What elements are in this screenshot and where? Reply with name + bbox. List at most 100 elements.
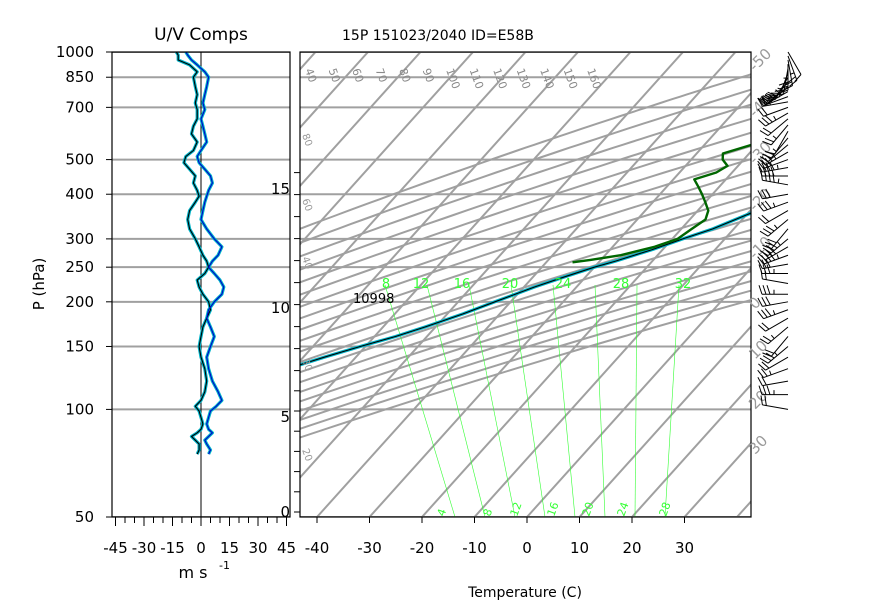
skewt-title: 15P 151023/2040 ID=E58B xyxy=(342,28,534,44)
theta-label: 150 xyxy=(561,67,580,91)
wind-barb-flag xyxy=(766,297,771,305)
mixing-ratio-label: 32 xyxy=(675,277,692,292)
mixing-ratio-label: 16 xyxy=(454,277,471,292)
skewt-mixing-ratio-line xyxy=(804,52,887,194)
height-tick-label: 0 xyxy=(280,503,290,521)
uv-x-tick-label: -30 xyxy=(132,539,157,557)
uv-x-tick-label: -15 xyxy=(160,539,185,557)
mixing-ratio-label: 8 xyxy=(382,277,390,292)
wind-barb-flag xyxy=(789,80,796,86)
pressure-tick-label: 1000 xyxy=(56,43,94,61)
mixing-ratio-label: 20 xyxy=(502,277,519,292)
wind-barb-half-flag xyxy=(773,310,775,314)
wind-barbs xyxy=(758,52,801,409)
theta-label: 110 xyxy=(467,67,486,91)
temperature-tick-label: -30 xyxy=(357,539,382,557)
height-annotation: 10998 xyxy=(353,292,394,307)
theta-label: 160 xyxy=(584,67,603,91)
temperature-tick-label: 20 xyxy=(622,539,641,557)
uv-plot-area xyxy=(112,52,290,517)
wind-barb-flag xyxy=(769,172,770,181)
wind-barb-half-flag xyxy=(777,254,779,258)
temperature-tick-label: -10 xyxy=(462,539,487,557)
wind-barb xyxy=(761,270,788,284)
theta-label: 70 xyxy=(373,67,390,85)
theta-label: 100 xyxy=(443,67,462,91)
theta-label: 140 xyxy=(537,67,556,91)
temperature-profile-line xyxy=(186,52,887,460)
wind-barb-flag xyxy=(758,311,764,318)
wind-barb-flag xyxy=(761,270,762,279)
skewt-isotherm xyxy=(685,52,887,517)
theta-label: 80 xyxy=(396,67,413,85)
wind-barb-half-flag xyxy=(773,136,776,139)
moist-adiabat-label: 60 xyxy=(299,197,314,213)
mixing-ratio-bottom-label: 20 xyxy=(580,500,597,518)
wind-barb-flag xyxy=(766,226,774,231)
wind-barb-flag xyxy=(763,285,766,294)
temperature-axis-label: Temperature (C) xyxy=(467,585,582,600)
skewt-mixing-ratio-line xyxy=(757,52,887,194)
wind-barb-flag xyxy=(763,356,771,361)
uv-x-tick-label: 45 xyxy=(277,539,296,557)
skewt-moist-adiabat xyxy=(553,285,575,517)
uv-x-tick-label: -45 xyxy=(103,539,128,557)
wind-barb-half-flag xyxy=(774,225,777,228)
pressure-tick-label: 700 xyxy=(65,98,94,116)
wind-barb-half-flag xyxy=(770,371,772,375)
wind-barb-flag xyxy=(767,285,770,294)
skewt-isotherm xyxy=(0,52,368,517)
wind-barb xyxy=(761,171,788,185)
skewt-moist-adiabat xyxy=(635,285,637,517)
mixing-ratio-bottom-label: 28 xyxy=(657,500,674,518)
wind-barb-flag xyxy=(761,171,762,180)
pressure-tick-label: 500 xyxy=(65,151,94,169)
wind-barb-flag xyxy=(765,138,774,141)
wind-barb-flag xyxy=(765,172,766,181)
mixing-ratio-label: 24 xyxy=(555,277,572,292)
height-tick-label: 15 xyxy=(271,180,290,198)
pressure-tick-label: 200 xyxy=(65,293,94,311)
moist-adiabat-label: 20 xyxy=(299,447,314,463)
isotherm-label: -50 xyxy=(745,45,775,75)
skewt-moist-adiabat xyxy=(469,285,515,517)
wind-barb-half-flag xyxy=(777,242,780,245)
skewt-mixing-ratio-line xyxy=(871,52,887,194)
wind-barb-flag xyxy=(761,310,767,317)
theta-label: 40 xyxy=(302,67,319,85)
uv-x-axis-unit-exponent: -1 xyxy=(219,559,230,572)
wind-barb-half-flag xyxy=(774,116,776,120)
wind-barb-flag xyxy=(767,386,770,395)
pressure-tick-label: 150 xyxy=(65,337,94,355)
mixing-ratio-label: 12 xyxy=(413,277,430,292)
pressure-axis-label: P (hPa) xyxy=(30,258,48,311)
skewt-isotherm xyxy=(790,52,887,517)
pressure-tick-label: 400 xyxy=(65,185,94,203)
skewt-moist-adiabat xyxy=(665,285,679,517)
skewt-isotherm xyxy=(55,52,474,517)
pressure-tick-label: 850 xyxy=(65,68,94,86)
temperature-tick-label: 10 xyxy=(570,539,589,557)
pressure-tick-label: 300 xyxy=(65,230,94,248)
height-tick-label: 5 xyxy=(280,408,290,426)
wind-barb-flag xyxy=(763,229,771,234)
wind-barb-flag xyxy=(760,131,768,136)
uv-x-tick-label: 0 xyxy=(196,539,206,557)
uv-title: U/V Comps xyxy=(154,25,248,45)
wind-barb-flag xyxy=(765,270,766,279)
wind-barb-half-flag xyxy=(778,179,779,183)
uv-x-tick-label: 15 xyxy=(220,539,239,557)
wind-barb-flag xyxy=(758,370,764,377)
wind-barb-half-flag xyxy=(773,203,775,207)
temperature-tick-label: 30 xyxy=(675,539,694,557)
wind-barb-half-flag xyxy=(771,335,774,338)
pressure-tick-label: 250 xyxy=(65,258,94,276)
wind-barb-flag xyxy=(763,128,771,133)
moist-adiabat-label: 80 xyxy=(299,132,314,148)
pressure-tick-label: 100 xyxy=(65,400,94,418)
wind-barb-half-flag xyxy=(774,352,777,355)
theta-label: 90 xyxy=(420,67,437,85)
wind-barb-flag xyxy=(763,336,771,341)
